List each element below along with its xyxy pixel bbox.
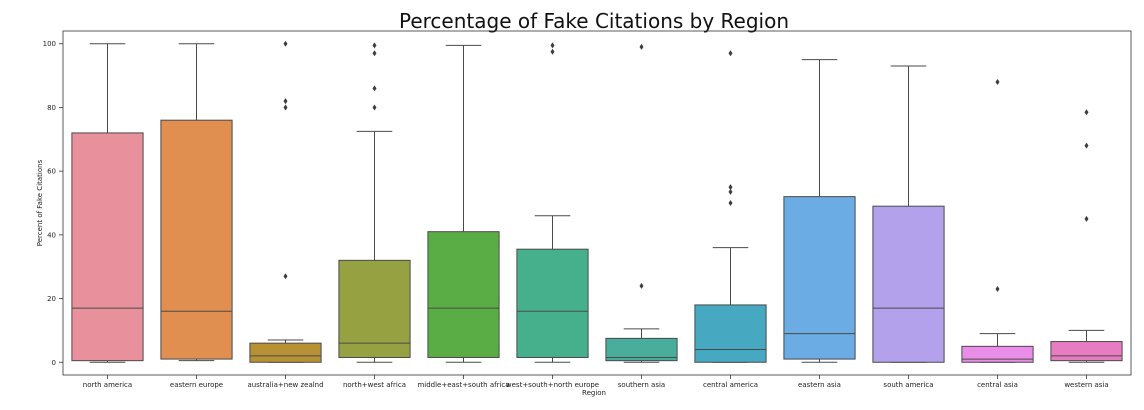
axes-frame (62, 30, 1132, 376)
box-iqr (694, 304, 767, 363)
y-tick-label: 80 (47, 104, 56, 112)
box-north-america (71, 43, 144, 363)
outlier-point (372, 42, 377, 49)
outlier-point (283, 98, 288, 105)
x-tick-label: middle+east+south africa (417, 381, 509, 389)
x-tick-label: australia+new zealnd (247, 381, 323, 389)
box-southern-asia (605, 43, 678, 363)
box-middle-east-south-africa (427, 44, 500, 363)
outlier-point (283, 273, 288, 280)
x-tick-label: central asia (977, 381, 1018, 389)
box-iqr (783, 196, 856, 360)
outlier-point (372, 104, 377, 111)
y-tick-label: 40 (47, 231, 56, 239)
box-iqr (961, 345, 1034, 363)
outlier-point (372, 85, 377, 92)
outlier-point (283, 104, 288, 111)
outlier-point (728, 184, 733, 191)
x-axis: north america eastern europe australia+new… (83, 375, 1109, 389)
box-iqr (872, 205, 945, 363)
x-tick-label: north america (83, 381, 132, 389)
x-tick-label: central america (703, 381, 758, 389)
box-iqr (160, 119, 233, 360)
box-iqr (71, 132, 144, 362)
box-eastern-asia (783, 59, 856, 363)
outlier-point (995, 286, 1000, 292)
outlier-point (1084, 109, 1089, 116)
outlier-point (728, 50, 733, 57)
box-iqr (516, 248, 589, 358)
y-tick-label: 0 (52, 359, 56, 367)
outlier-point (995, 78, 1000, 85)
outlier-point (550, 42, 555, 49)
box-australia-new-zealnd (249, 40, 322, 363)
x-tick-label: north+west africa (343, 381, 406, 389)
box-iqr (427, 231, 500, 358)
outlier-point (639, 43, 644, 50)
y-axis-label: Percent of Fake Citations (36, 159, 44, 246)
plot-area (71, 40, 1123, 363)
outlier-point (372, 50, 377, 57)
box-iqr (338, 259, 411, 358)
outlier-point (1084, 215, 1089, 222)
box-eastern-europe (160, 43, 233, 362)
box-iqr (249, 342, 322, 363)
box-west-south-north-europe (516, 42, 589, 363)
box-south-america (872, 65, 945, 363)
x-tick-label: western asia (1064, 381, 1108, 389)
x-axis-label: Region (582, 389, 606, 397)
box-western-asia (1050, 109, 1123, 363)
x-tick-label: southern asia (618, 381, 665, 389)
box-iqr (605, 337, 678, 362)
outlier-point (639, 282, 644, 289)
chart-title: Percentage of Fake Citations by Region (399, 9, 789, 33)
outlier-point (728, 200, 733, 206)
y-tick-label: 100 (43, 40, 56, 48)
y-tick-label: 60 (47, 168, 56, 176)
x-tick-label: south america (883, 381, 933, 389)
outlier-point (1084, 142, 1089, 149)
outlier-point (550, 48, 555, 55)
box-north-west-africa (338, 42, 411, 363)
x-tick-label: eastern asia (798, 381, 841, 389)
box-central-asia (961, 78, 1034, 363)
box-iqr (1050, 341, 1123, 362)
outlier-point (283, 40, 288, 47)
y-axis: 0 20 40 60 80 100 (43, 40, 63, 367)
x-tick-label: west+south+north europe (506, 381, 599, 389)
box-central-america (694, 50, 767, 363)
outlier-point (728, 188, 733, 195)
y-tick-label: 20 (47, 295, 56, 303)
x-tick-label: eastern europe (170, 381, 223, 389)
